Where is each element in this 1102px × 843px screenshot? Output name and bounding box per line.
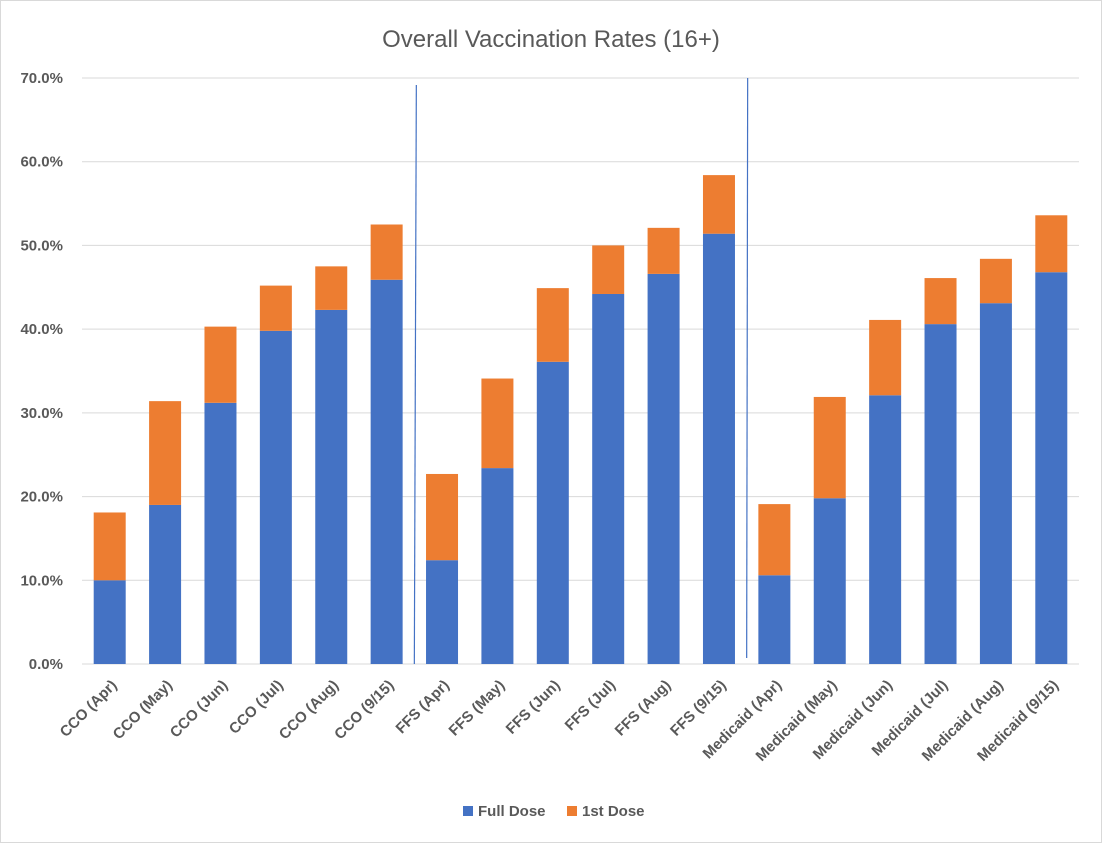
- bar-first-dose: [1035, 215, 1068, 273]
- bar-full-dose: [149, 504, 182, 664]
- bar-full-dose: [869, 395, 902, 664]
- y-tick-label: 60.0%: [20, 154, 63, 171]
- bar-first-dose: [149, 401, 182, 505]
- bar-first-dose: [979, 258, 1012, 304]
- x-tick-label: FFS (May): [446, 677, 509, 740]
- x-tick-label: FFS (Jun): [503, 677, 564, 738]
- bar-full-dose: [204, 402, 237, 664]
- bar-first-dose: [758, 504, 791, 576]
- bar-full-dose: [315, 309, 348, 664]
- bar-first-dose: [536, 288, 569, 362]
- bar-full-dose: [259, 330, 292, 664]
- x-tick-label: CCO (Jun): [167, 677, 231, 741]
- bar-full-dose: [924, 324, 957, 664]
- y-tick-label: 50.0%: [20, 237, 63, 254]
- bar-full-dose: [1035, 272, 1068, 664]
- bar-first-dose: [315, 266, 348, 310]
- legend-swatch-first-dose: [567, 806, 577, 816]
- y-tick-label: 30.0%: [20, 405, 63, 422]
- bar-full-dose: [813, 498, 846, 664]
- gridlines: [82, 77, 1079, 665]
- bar-full-dose: [481, 468, 514, 664]
- x-tick-label: CCO (9/15): [331, 677, 397, 743]
- x-tick-label: FFS (Apr): [393, 677, 453, 737]
- bar-first-dose: [204, 326, 237, 403]
- bar-first-dose: [481, 378, 514, 469]
- chart-title: Overall Vaccination Rates (16+): [382, 26, 720, 53]
- bar-full-dose: [370, 279, 403, 664]
- bar-full-dose: [979, 303, 1012, 664]
- group-separator: [413, 84, 417, 665]
- legend: Full Dose 1st Dose: [463, 803, 645, 820]
- bars: [93, 175, 1068, 665]
- bar-full-dose: [93, 580, 126, 664]
- bar-full-dose: [426, 560, 459, 664]
- bar-full-dose: [536, 361, 569, 664]
- y-tick-label: 70.0%: [20, 70, 63, 87]
- legend-label-first-dose: 1st Dose: [582, 803, 645, 820]
- y-tick-label: 10.0%: [20, 572, 63, 589]
- x-tick-label: CCO (May): [110, 677, 176, 743]
- bar-first-dose: [647, 227, 680, 274]
- legend-swatch-full-dose: [463, 806, 473, 816]
- bar-first-dose: [259, 285, 292, 331]
- y-tick-label: 0.0%: [29, 656, 63, 673]
- group-separators: [413, 77, 749, 665]
- legend-label-full-dose: Full Dose: [478, 803, 546, 820]
- bar-full-dose: [592, 293, 625, 664]
- y-tick-label: 40.0%: [20, 321, 63, 338]
- group-separator: [746, 77, 749, 659]
- y-axis-ticks: 0.0% 10.0% 20.0% 30.0% 40.0% 50.0% 60.0% 70.0%: [20, 70, 63, 673]
- bar-first-dose: [869, 319, 902, 396]
- bar-first-dose: [370, 224, 403, 280]
- bar-full-dose: [647, 273, 680, 664]
- bar-first-dose: [93, 512, 126, 581]
- bar-first-dose: [702, 175, 735, 234]
- x-axis-ticks: CCO (Apr)CCO (May)CCO (Jun)CCO (Jul)CCO …: [57, 677, 1062, 765]
- bar-first-dose: [592, 245, 625, 294]
- bar-full-dose: [758, 575, 791, 664]
- bar-first-dose: [426, 473, 459, 561]
- x-tick-label: FFS (Aug): [612, 677, 675, 740]
- y-tick-label: 20.0%: [20, 489, 63, 506]
- bar-first-dose: [924, 278, 957, 325]
- bar-first-dose: [813, 396, 846, 499]
- bar-full-dose: [702, 233, 735, 665]
- x-tick-label: FFS (Jul): [562, 677, 619, 734]
